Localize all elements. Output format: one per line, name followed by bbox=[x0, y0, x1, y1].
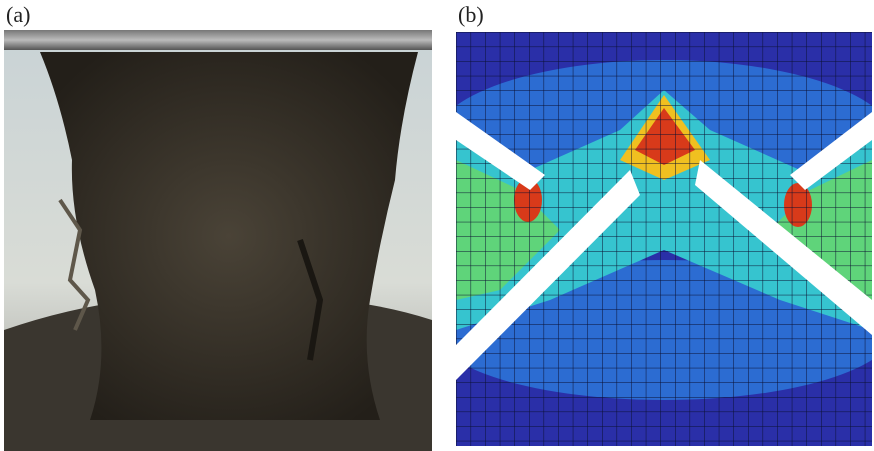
contour-panel bbox=[434, 32, 874, 446]
mesh bbox=[456, 32, 872, 446]
panel-label: (b) bbox=[458, 2, 484, 27]
photo-panel: (a) bbox=[4, 2, 432, 451]
platen bbox=[4, 30, 432, 50]
figure: (a) (b) bbox=[0, 0, 874, 451]
panel-label: (a) bbox=[6, 2, 30, 27]
